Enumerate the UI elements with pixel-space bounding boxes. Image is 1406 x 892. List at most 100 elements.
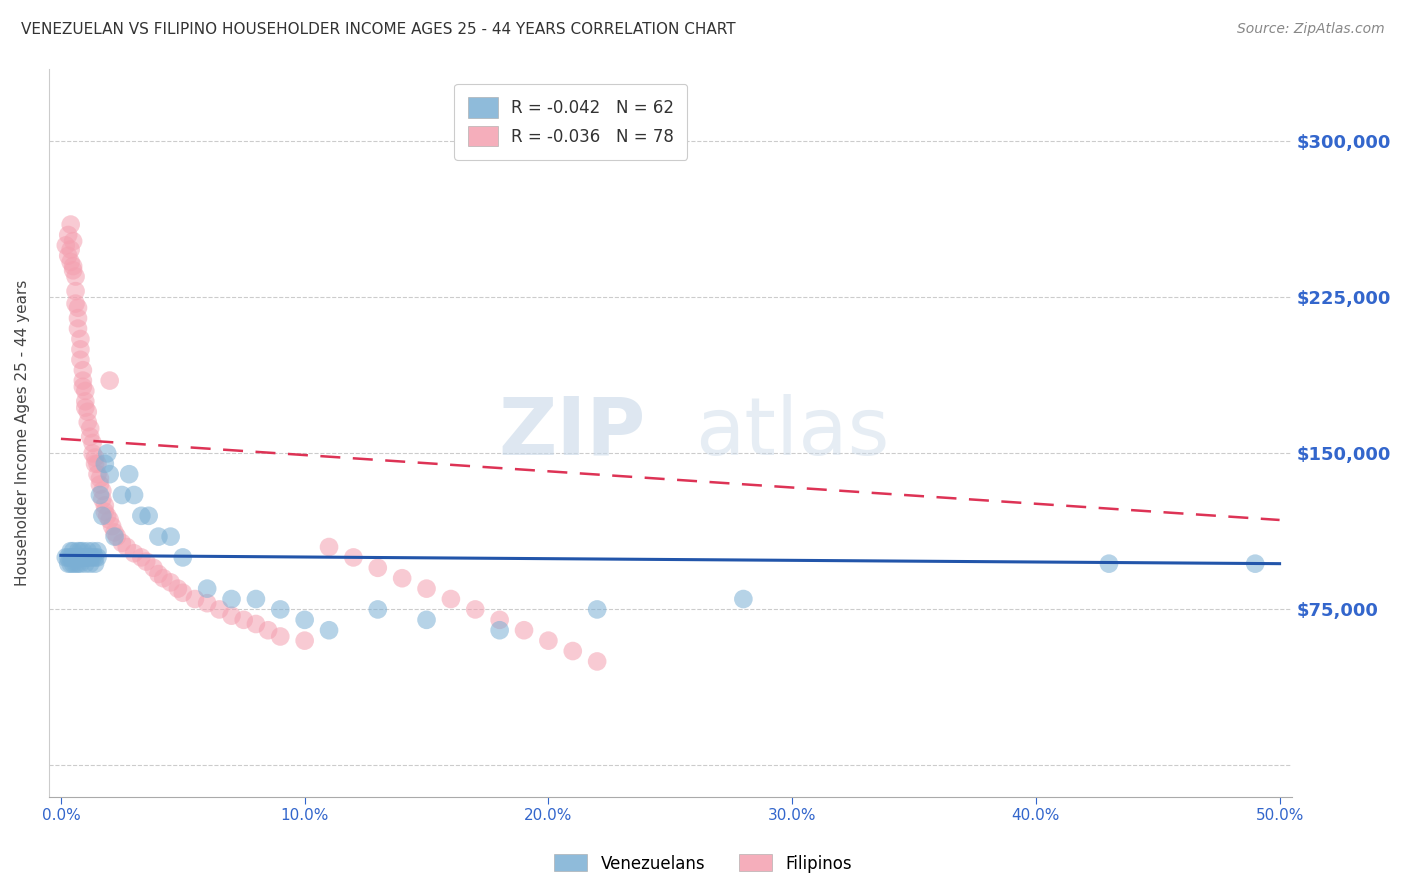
- Point: [75, 557, 97, 571]
- Point: [55, 550, 77, 565]
- Point: [62, 263, 84, 277]
- Point: [82, 436, 104, 450]
- Point: [79, 550, 101, 565]
- Point: [342, 550, 364, 565]
- Point: [66, 550, 89, 565]
- Point: [172, 586, 194, 600]
- Point: [55, 238, 77, 252]
- Point: [79, 430, 101, 444]
- Point: [96, 508, 118, 523]
- Point: [58, 249, 80, 263]
- Point: [69, 557, 91, 571]
- Point: [131, 550, 153, 565]
- Point: [69, 544, 91, 558]
- Point: [586, 602, 609, 616]
- Point: [76, 544, 98, 558]
- Legend: R = -0.042   N = 62, R = -0.036   N = 78: R = -0.042 N = 62, R = -0.036 N = 78: [454, 84, 688, 160]
- Point: [79, 557, 101, 571]
- Point: [115, 540, 138, 554]
- Point: [62, 550, 84, 565]
- Point: [75, 550, 97, 565]
- Point: [94, 505, 117, 519]
- Point: [195, 596, 218, 610]
- Text: VENEZUELAN VS FILIPINO HOUSEHOLDER INCOME AGES 25 - 44 YEARS CORRELATION CHART: VENEZUELAN VS FILIPINO HOUSEHOLDER INCOM…: [21, 22, 735, 37]
- Point: [84, 557, 107, 571]
- Point: [66, 321, 89, 335]
- Point: [111, 536, 134, 550]
- Point: [84, 457, 107, 471]
- Point: [58, 227, 80, 242]
- Point: [84, 450, 107, 465]
- Point: [537, 633, 560, 648]
- Point: [561, 644, 583, 658]
- Point: [66, 311, 89, 326]
- Point: [72, 380, 94, 394]
- Point: [59, 243, 82, 257]
- Point: [1244, 557, 1267, 571]
- Point: [76, 550, 98, 565]
- Point: [221, 608, 243, 623]
- Point: [148, 530, 170, 544]
- Point: [72, 544, 94, 558]
- Point: [103, 525, 125, 540]
- Point: [72, 374, 94, 388]
- Point: [513, 624, 536, 638]
- Point: [440, 592, 463, 607]
- Point: [152, 571, 174, 585]
- Point: [66, 301, 89, 315]
- Point: [89, 488, 111, 502]
- Point: [86, 457, 108, 471]
- Point: [415, 613, 437, 627]
- Point: [367, 561, 389, 575]
- Point: [733, 592, 755, 607]
- Point: [118, 467, 141, 482]
- Point: [172, 550, 194, 565]
- Point: [69, 332, 91, 346]
- Point: [62, 234, 84, 248]
- Point: [82, 544, 104, 558]
- Point: [82, 550, 104, 565]
- Point: [59, 544, 82, 558]
- Point: [75, 401, 97, 415]
- Legend: Venezuelans, Filipinos: Venezuelans, Filipinos: [547, 847, 859, 880]
- Point: [105, 530, 128, 544]
- Point: [159, 530, 181, 544]
- Point: [75, 550, 97, 565]
- Point: [138, 508, 160, 523]
- Point: [91, 483, 114, 498]
- Point: [79, 421, 101, 435]
- Point: [69, 343, 91, 357]
- Y-axis label: Householder Income Ages 25 - 44 years: Householder Income Ages 25 - 44 years: [15, 279, 30, 586]
- Point: [62, 550, 84, 565]
- Point: [131, 508, 153, 523]
- Point: [208, 602, 231, 616]
- Text: atlas: atlas: [695, 393, 890, 472]
- Point: [66, 557, 89, 571]
- Point: [59, 218, 82, 232]
- Point: [184, 592, 207, 607]
- Point: [98, 374, 121, 388]
- Point: [232, 613, 254, 627]
- Point: [82, 446, 104, 460]
- Point: [76, 415, 98, 429]
- Point: [221, 592, 243, 607]
- Point: [96, 446, 118, 460]
- Point: [65, 296, 87, 310]
- Point: [98, 513, 121, 527]
- Point: [586, 655, 609, 669]
- Point: [86, 550, 108, 565]
- Point: [62, 557, 84, 571]
- Point: [91, 508, 114, 523]
- Point: [245, 617, 267, 632]
- Point: [318, 624, 340, 638]
- Point: [245, 592, 267, 607]
- Point: [72, 550, 94, 565]
- Point: [59, 255, 82, 269]
- Point: [367, 602, 389, 616]
- Point: [135, 555, 157, 569]
- Point: [89, 477, 111, 491]
- Point: [415, 582, 437, 596]
- Point: [122, 546, 145, 560]
- Text: Source: ZipAtlas.com: Source: ZipAtlas.com: [1237, 22, 1385, 37]
- Point: [84, 550, 107, 565]
